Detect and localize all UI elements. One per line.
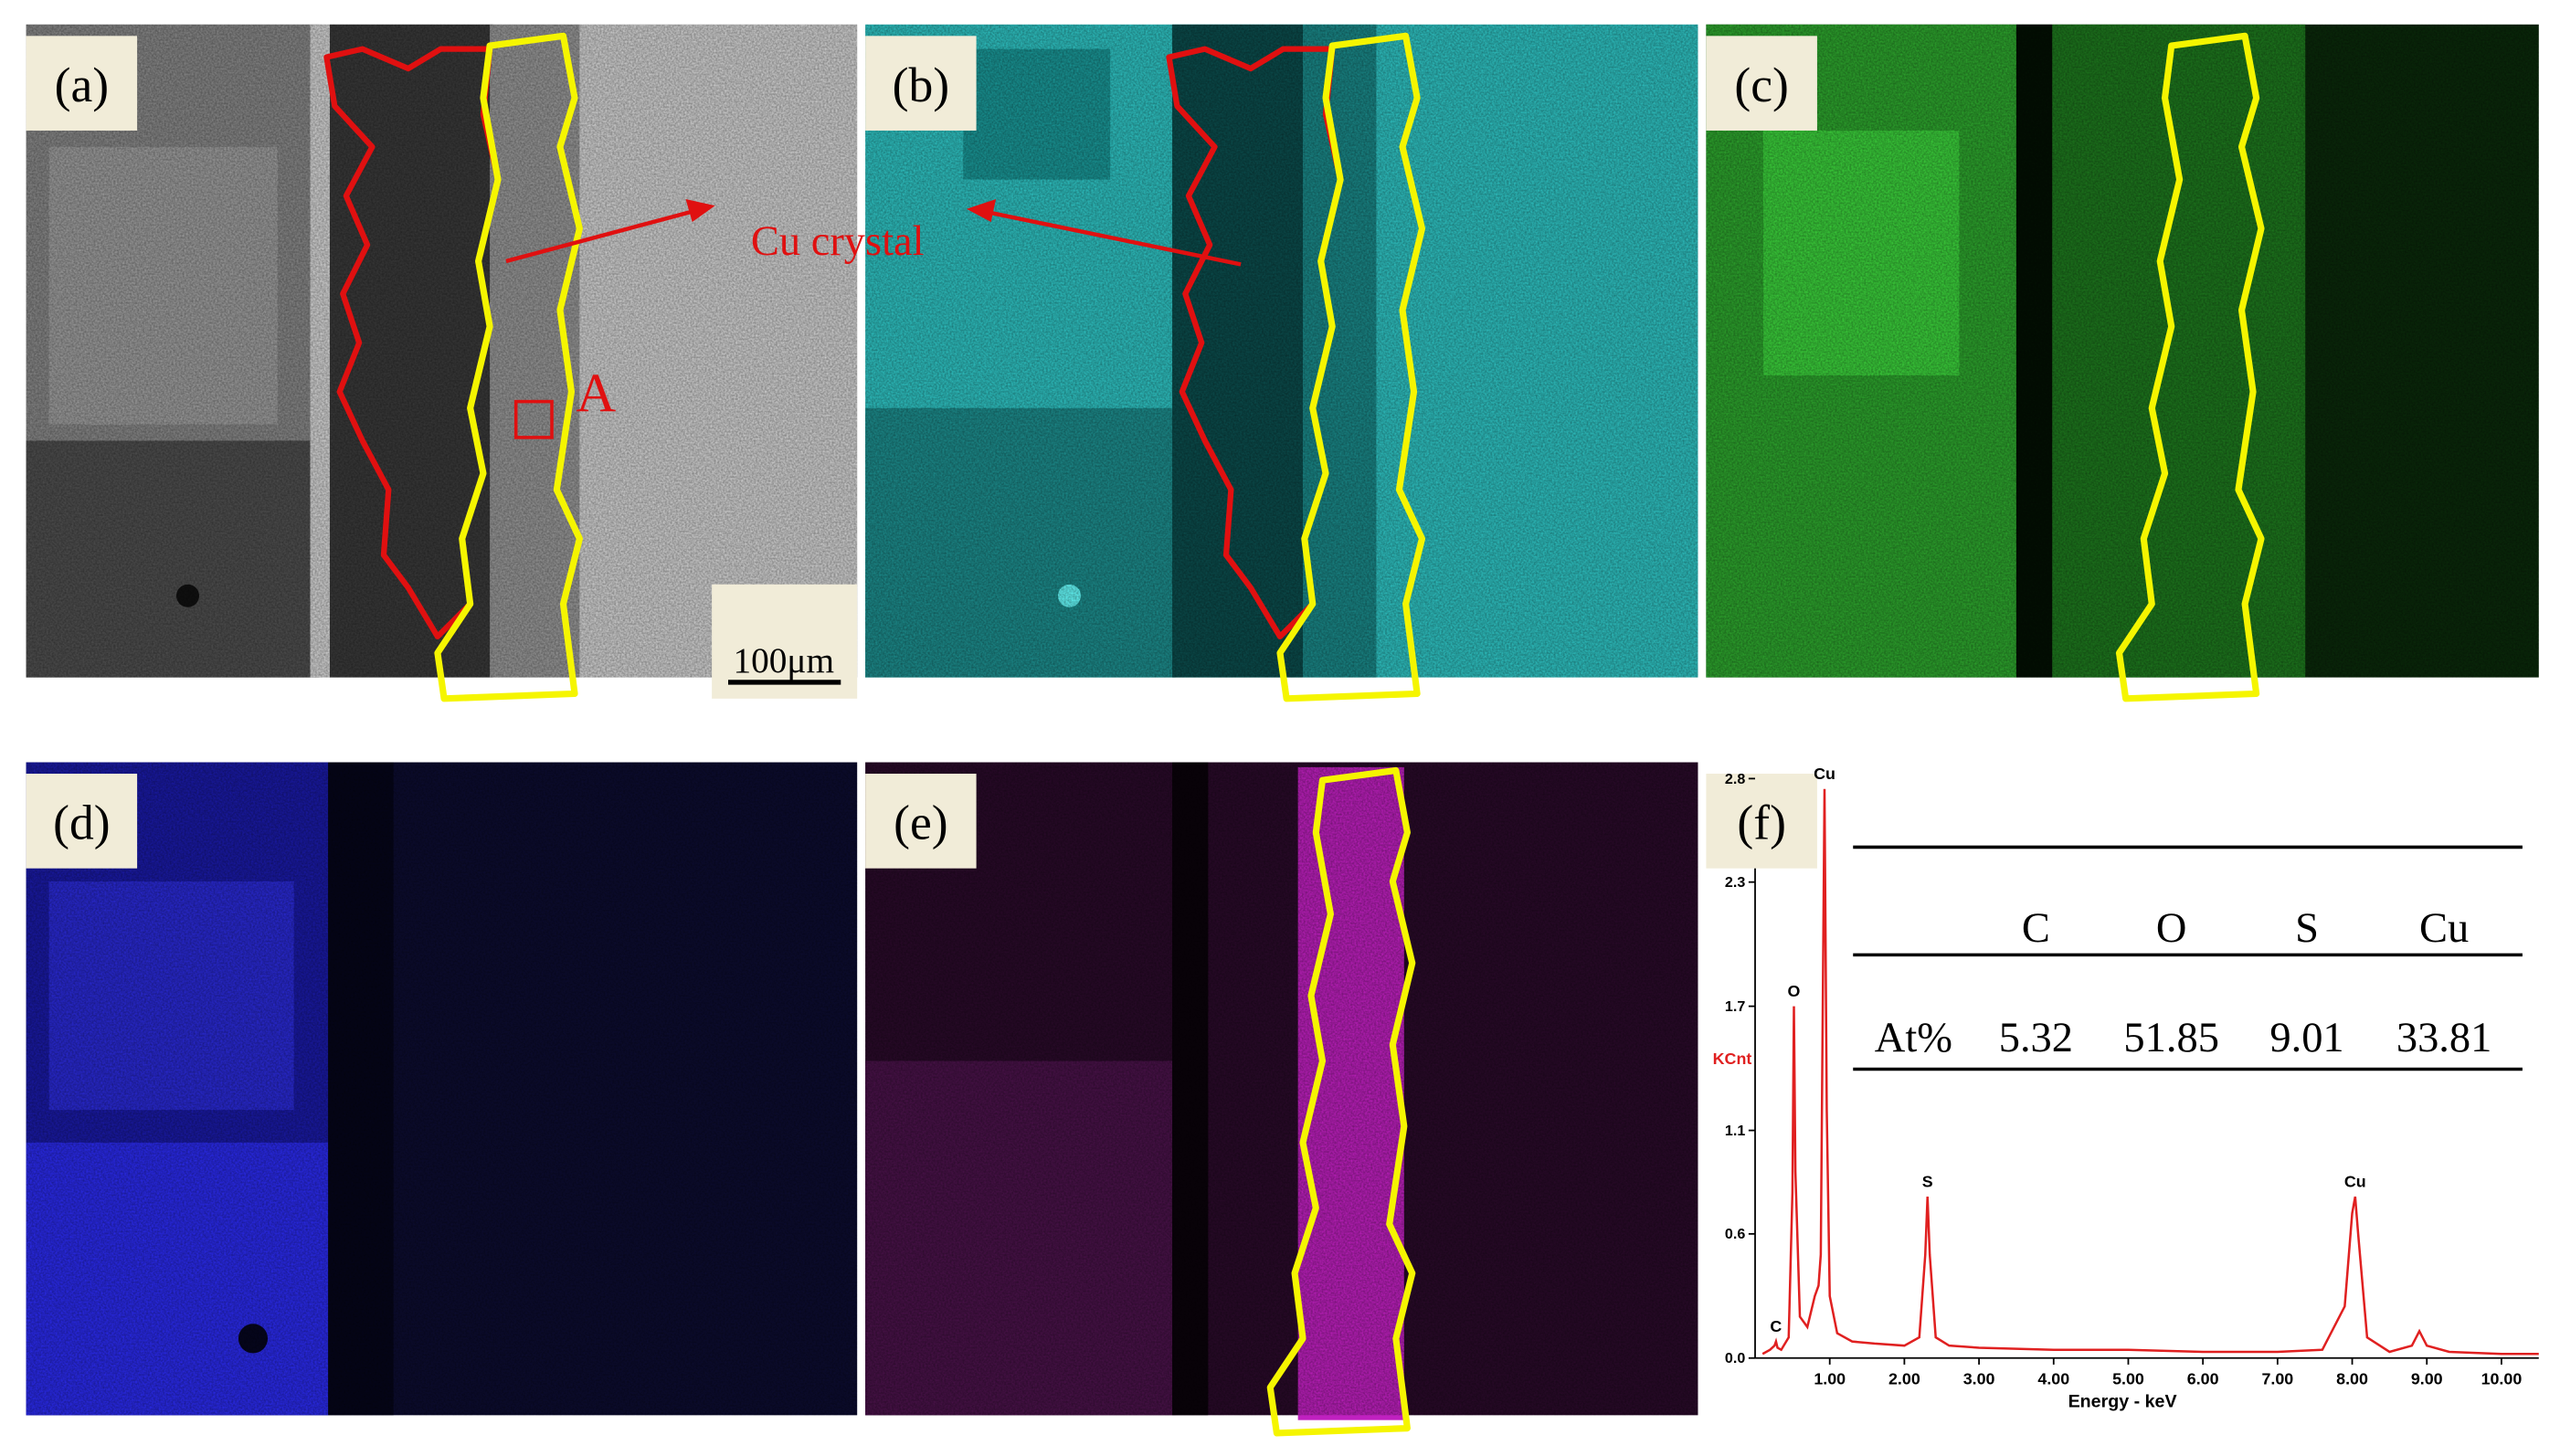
- panel-label-box: [1706, 36, 1817, 131]
- x-tick-label: 2.00: [1888, 1369, 1920, 1387]
- table-cell: At%: [1875, 1015, 1952, 1061]
- panel-label: (e): [894, 796, 947, 850]
- x-tick-label: 3.00: [1963, 1369, 1995, 1387]
- x-tick-label: 7.00: [2261, 1369, 2293, 1387]
- y-tick-label: 1.1: [1725, 1123, 1745, 1139]
- y-tick-label: 2.3: [1725, 874, 1745, 891]
- panel-label: (f): [1737, 796, 1786, 850]
- panel-label-box: [865, 36, 977, 131]
- x-tick-label: 8.00: [2336, 1369, 2368, 1387]
- y-tick-label: 0.0: [1725, 1350, 1745, 1366]
- table-cell: 33.81: [2396, 1015, 2492, 1061]
- panel-label-box: [26, 36, 138, 131]
- panel-b: [865, 24, 1698, 699]
- x-axis-label: Energy - keV: [2068, 1391, 2177, 1411]
- panel-label-box: [26, 774, 138, 869]
- peak-label: S: [1922, 1172, 1933, 1190]
- panel-f: Energy - keV KCnt: [1713, 778, 2539, 1411]
- panel-a: [26, 24, 858, 699]
- table-cell: 9.01: [2269, 1015, 2343, 1061]
- scale-bar-label: 100μm: [733, 640, 834, 681]
- x-tick-label: 1.00: [1814, 1369, 1846, 1387]
- peak-label: Cu: [1814, 765, 1835, 783]
- spectrum-line: [1761, 788, 2539, 1356]
- x-tick-label: 6.00: [2187, 1369, 2219, 1387]
- y-tick-label: 0.6: [1725, 1226, 1745, 1242]
- panel-label-box: [865, 774, 977, 869]
- panel-d: [26, 762, 858, 1416]
- table-header: Cu: [2419, 905, 2469, 952]
- peak-label: Cu: [2344, 1172, 2366, 1190]
- x-tick-label: 5.00: [2112, 1369, 2144, 1387]
- panel-label: (b): [893, 58, 950, 112]
- y-tick-label: 2.8: [1725, 771, 1745, 787]
- panel-label-box: [1706, 774, 1817, 869]
- table-cell: 51.85: [2123, 1015, 2219, 1061]
- table-cell: 5.32: [1999, 1015, 2073, 1061]
- table-header: C: [2022, 905, 2050, 952]
- x-tick-label: 9.00: [2411, 1369, 2443, 1387]
- panel-e: [865, 762, 1698, 1433]
- annotation: Cu crystal: [751, 218, 925, 265]
- x-tick-label: 10.00: [2481, 1369, 2523, 1387]
- panel-label: (c): [1734, 58, 1788, 112]
- panel-label: (d): [53, 796, 110, 850]
- y-tick-label: 1.7: [1725, 998, 1745, 1015]
- table-header: O: [2156, 905, 2187, 952]
- panel-c: [1706, 24, 2539, 699]
- x-tick-label: 4.00: [2037, 1369, 2069, 1387]
- annotation: A: [576, 363, 616, 424]
- panel-label: (a): [55, 58, 109, 112]
- table-header: S: [2295, 905, 2319, 952]
- peak-label: C: [1770, 1317, 1782, 1335]
- y-axis-label: KCnt: [1713, 1050, 1752, 1068]
- peak-label: O: [1788, 982, 1801, 1000]
